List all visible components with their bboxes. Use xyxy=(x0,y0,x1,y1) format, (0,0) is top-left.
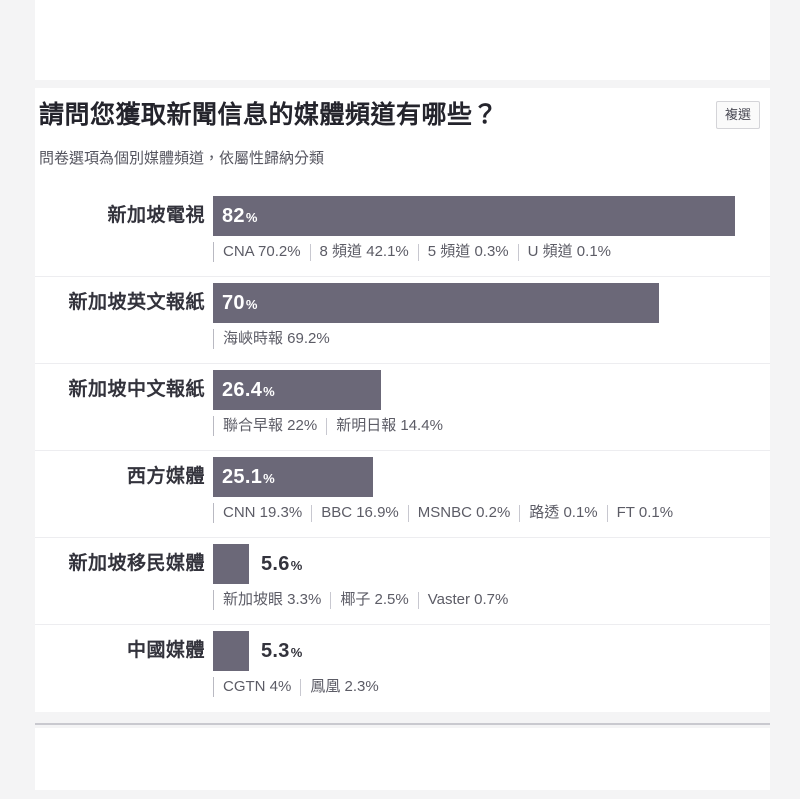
subitem-separator-icon xyxy=(326,417,328,435)
subitem: 鳳凰 2.3% xyxy=(310,678,379,695)
bar-value-label: 70% xyxy=(213,292,258,315)
subitem-separator-icon xyxy=(606,504,608,522)
subitem: 新加坡眼 3.3% xyxy=(223,591,322,608)
bar-line: 5.3% xyxy=(213,631,770,671)
subitem: 5 頻道 0.3% xyxy=(427,243,509,260)
bar-line: 82% xyxy=(213,196,770,236)
bar-value-unit: % xyxy=(290,557,303,573)
subitem-tick-icon xyxy=(213,242,214,262)
chart-row: 西方媒體 25.1% CNN 19.3% BBC 16.9% MSNBC 0.2% 路透 … xyxy=(35,451,770,538)
bar-value-number: 26.4 xyxy=(222,378,263,401)
bar-value-label: 5.6% xyxy=(261,553,303,576)
subitem-separator-icon xyxy=(519,504,521,522)
chart-row-label: 新加坡移民媒體 xyxy=(68,553,205,574)
subitem: U 頻道 0.1% xyxy=(527,243,611,260)
bar-line: 25.1% xyxy=(213,457,770,497)
subitem-tick-icon xyxy=(213,503,214,523)
bar-value-label: 5.3% xyxy=(261,640,303,663)
chart-row: 新加坡移民媒體 5.6% 新加坡眼 3.3% 椰子 2.5% Vaster 0.7% xyxy=(35,538,770,625)
subitem-separator-icon xyxy=(517,243,519,261)
subitem: 8 頻道 42.1% xyxy=(319,243,409,260)
subitem-list: 聯合早報 22% 新明日報 14.4% xyxy=(213,416,770,436)
subitem-separator-icon xyxy=(309,243,311,261)
bottom-divider xyxy=(35,723,770,725)
bar-value-number: 5.3 xyxy=(261,639,290,662)
chart-row-label: 新加坡電視 xyxy=(107,205,205,226)
subitem-list: 海峽時報 69.2% xyxy=(213,329,770,349)
subitem-list: CNN 19.3% BBC 16.9% MSNBC 0.2% 路透 0.1% FT 0.… xyxy=(213,503,770,523)
bar-value-label: 26.4% xyxy=(213,379,275,402)
subitem-separator-icon xyxy=(407,504,409,522)
bar-line: 26.4% xyxy=(213,370,770,410)
chart-row-body: 5.6% 新加坡眼 3.3% 椰子 2.5% Vaster 0.7% xyxy=(213,538,770,610)
subitem: 聯合早報 22% xyxy=(223,417,318,434)
chart-bar: 82% xyxy=(213,196,736,236)
horizontal-bar-chart: 新加坡電視 82% CNA 70.2% 8 頻道 42.1% 5 頻道 0.3% U 頻道… xyxy=(35,190,770,712)
bar-value-number: 82 xyxy=(222,204,245,227)
subtitle: 問卷選項為個別媒體頻道，依屬性歸納分類 xyxy=(39,150,325,167)
subitem-separator-icon xyxy=(417,243,419,261)
subitem: 椰子 2.5% xyxy=(340,591,409,608)
bar-value-label: 25.1% xyxy=(213,466,275,489)
bar-line: 70% xyxy=(213,283,770,323)
chart-row-body: 70% 海峽時報 69.2% xyxy=(213,277,770,349)
chart-row-label: 新加坡英文報紙 xyxy=(68,292,205,313)
subitem-tick-icon xyxy=(213,590,214,610)
subitem-separator-icon xyxy=(311,504,313,522)
chart-row: 新加坡英文報紙 70% 海峽時報 69.2% xyxy=(35,277,770,364)
chart-bar: 25.1% xyxy=(213,457,373,497)
bar-value-unit: % xyxy=(263,383,275,399)
bar-value-unit: % xyxy=(245,296,258,312)
status-badge: 複選 xyxy=(715,101,760,129)
subitem: Vaster 0.7% xyxy=(427,591,509,608)
subitem: 海峽時報 69.2% xyxy=(223,330,330,347)
subitem-separator-icon xyxy=(300,678,302,696)
subitem-separator-icon xyxy=(417,591,419,609)
subitem-tick-icon xyxy=(213,416,214,436)
chart-bar xyxy=(213,631,249,671)
subitem: CNN 19.3% xyxy=(223,504,303,521)
chart-row-label: 西方媒體 xyxy=(126,466,205,487)
chart-row-label: 新加坡中文報紙 xyxy=(68,379,205,400)
subitem-list: CNA 70.2% 8 頻道 42.1% 5 頻道 0.3% U 頻道 0.1% xyxy=(213,242,770,262)
bar-value-number: 70 xyxy=(222,291,245,314)
page-title: 請問您獲取新聞信息的媒體頻道有哪些？ xyxy=(39,101,499,129)
chart-row-body: 5.3% CGTN 4% 鳳凰 2.3% xyxy=(213,625,770,697)
bar-value-label: 82% xyxy=(213,205,258,228)
bar-line: 5.6% xyxy=(213,544,770,584)
chart-row-label: 中國媒體 xyxy=(126,640,205,661)
card-header: 請問您獲取新聞信息的媒體頻道有哪些？ 複選 xyxy=(35,88,770,140)
bar-value-number: 25.1 xyxy=(222,465,263,488)
subitem: BBC 16.9% xyxy=(321,504,399,521)
subitem-tick-icon xyxy=(213,329,214,349)
bar-value-unit: % xyxy=(290,644,303,660)
chart-row-body: 25.1% CNN 19.3% BBC 16.9% MSNBC 0.2% 路透 0.1%… xyxy=(213,451,770,523)
subitem: CNA 70.2% xyxy=(223,243,301,260)
chart-bar: 70% xyxy=(213,283,659,323)
bar-value-unit: % xyxy=(263,470,275,486)
chart-row: 新加坡中文報紙 26.4% 聯合早報 22% 新明日報 14.4% xyxy=(35,364,770,451)
chart-row: 中國媒體 5.3% CGTN 4% 鳳凰 2.3% xyxy=(35,625,770,712)
chart-row-body: 82% CNA 70.2% 8 頻道 42.1% 5 頻道 0.3% U 頻道 0.1% xyxy=(213,190,770,262)
bar-value-number: 5.6 xyxy=(261,552,290,575)
subitem: CGTN 4% xyxy=(223,678,292,695)
chart-row-body: 26.4% 聯合早報 22% 新明日報 14.4% xyxy=(213,364,770,436)
chart-bar: 26.4% xyxy=(213,370,382,410)
subitem: FT 0.1% xyxy=(616,504,674,521)
chart-bar xyxy=(213,544,249,584)
top-blank-panel xyxy=(35,0,770,80)
subitem: 新明日報 14.4% xyxy=(336,417,443,434)
chart-row: 新加坡電視 82% CNA 70.2% 8 頻道 42.1% 5 頻道 0.3% U 頻道… xyxy=(35,190,770,277)
subitem-tick-icon xyxy=(213,677,214,697)
subitem-list: CGTN 4% 鳳凰 2.3% xyxy=(213,677,770,697)
bar-value-unit: % xyxy=(245,209,258,225)
subitem-separator-icon xyxy=(330,591,332,609)
subitem: MSNBC 0.2% xyxy=(417,504,511,521)
bottom-blank-panel xyxy=(35,728,770,790)
subitem-list: 新加坡眼 3.3% 椰子 2.5% Vaster 0.7% xyxy=(213,590,770,610)
subitem: 路透 0.1% xyxy=(529,504,598,521)
survey-card: 請問您獲取新聞信息的媒體頻道有哪些？ 複選 問卷選項為個別媒體頻道，依屬性歸納分… xyxy=(35,88,770,712)
